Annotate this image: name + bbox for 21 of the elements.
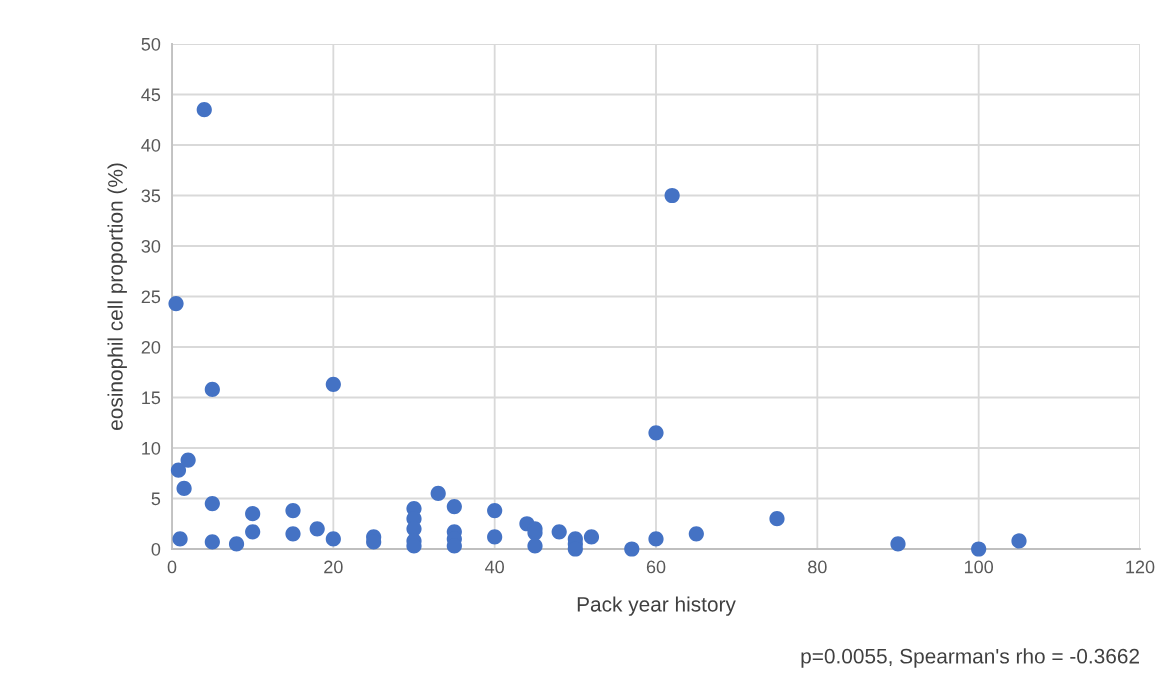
y-tick-label: 45 xyxy=(141,88,161,102)
y-tick-label: 35 xyxy=(141,189,161,203)
y-axis-title: eosinophil cell proportion (%) xyxy=(107,163,127,430)
x-axis-title: Pack year history xyxy=(577,596,736,616)
x-tick-label: 0 xyxy=(167,560,177,574)
y-tick-label: 30 xyxy=(141,239,161,253)
x-tick-label: 60 xyxy=(646,560,666,574)
y-tick-label: 50 xyxy=(141,37,161,51)
text: p=0.0055, Spearman's rho = -0.3662 xyxy=(801,648,1139,668)
x-tick-label: 80 xyxy=(808,560,827,574)
x-tick-label: 20 xyxy=(324,560,343,574)
y-tick-label: 0 xyxy=(151,542,161,556)
y-tick-label: 5 xyxy=(151,492,161,506)
x-tick-label: 120 xyxy=(1126,560,1155,574)
y-tick-label: 25 xyxy=(141,290,161,304)
y-tick-label: 15 xyxy=(142,391,161,405)
y-tick-label: 40 xyxy=(141,138,161,152)
y-tick-label: 20 xyxy=(141,340,161,354)
y-tick-label: 10 xyxy=(142,441,161,455)
x-tick-label: 100 xyxy=(964,560,994,574)
x-tick-label: 40 xyxy=(485,560,504,574)
